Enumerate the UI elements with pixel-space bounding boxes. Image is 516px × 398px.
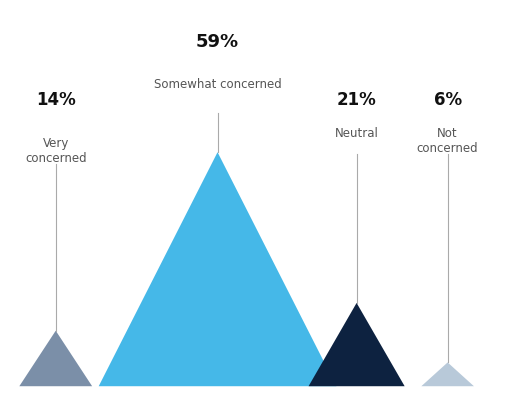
Polygon shape	[19, 331, 92, 386]
Polygon shape	[309, 303, 405, 386]
Text: Not
concerned: Not concerned	[417, 127, 478, 155]
Text: Very
concerned: Very concerned	[25, 137, 87, 165]
Polygon shape	[422, 363, 474, 386]
Text: 21%: 21%	[337, 91, 377, 109]
Text: 14%: 14%	[36, 91, 76, 109]
Text: 59%: 59%	[196, 33, 239, 51]
Text: 6%: 6%	[433, 91, 462, 109]
Text: Somewhat concerned: Somewhat concerned	[154, 78, 281, 91]
Text: Neutral: Neutral	[335, 127, 379, 140]
Polygon shape	[99, 152, 336, 386]
